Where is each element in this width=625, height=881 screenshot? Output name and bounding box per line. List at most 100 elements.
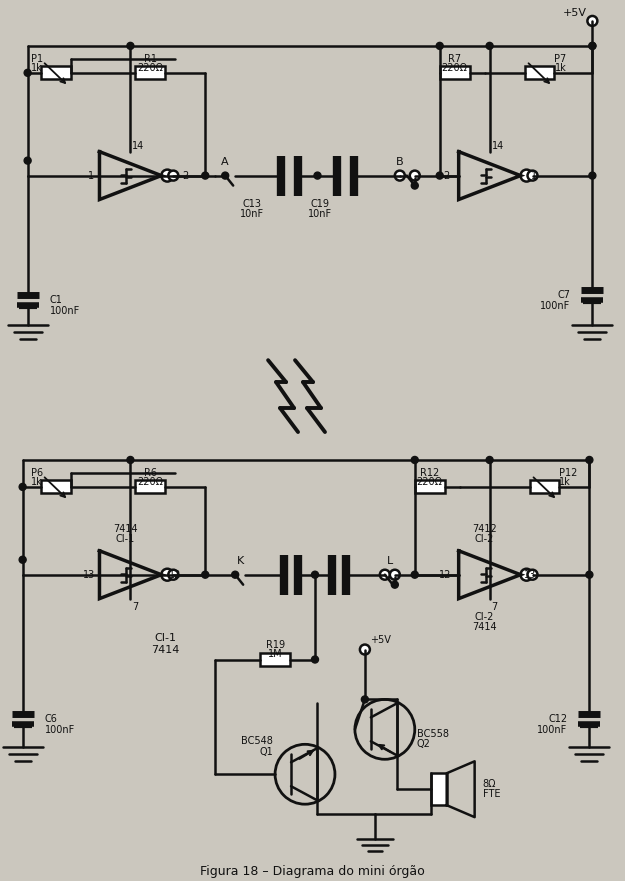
Text: C1: C1 xyxy=(49,295,62,306)
Text: 1k: 1k xyxy=(559,477,571,487)
Text: P12: P12 xyxy=(559,468,578,478)
Text: +5V: +5V xyxy=(562,8,586,18)
Circle shape xyxy=(528,171,538,181)
Circle shape xyxy=(436,42,443,49)
Text: 7: 7 xyxy=(491,602,498,611)
Circle shape xyxy=(232,571,239,578)
Text: 13: 13 xyxy=(524,570,537,580)
Text: 1: 1 xyxy=(88,171,94,181)
Circle shape xyxy=(168,570,178,580)
Circle shape xyxy=(161,170,173,181)
Circle shape xyxy=(222,172,229,179)
Text: 100nF: 100nF xyxy=(537,725,568,736)
Text: 1: 1 xyxy=(531,171,538,181)
Text: 1k: 1k xyxy=(554,63,566,73)
Text: R1: R1 xyxy=(144,54,157,63)
Text: CI-2: CI-2 xyxy=(475,611,494,622)
Text: 220Ω: 220Ω xyxy=(138,477,163,487)
Text: Figura 18 – Diagrama do mini órgão: Figura 18 – Diagrama do mini órgão xyxy=(199,864,424,877)
Text: 220Ω: 220Ω xyxy=(417,477,442,487)
Circle shape xyxy=(486,456,493,463)
Circle shape xyxy=(411,571,418,578)
Bar xyxy=(431,774,447,805)
Text: P1: P1 xyxy=(31,54,42,63)
Circle shape xyxy=(521,569,532,581)
Text: 10nF: 10nF xyxy=(240,209,264,218)
Text: 7414: 7414 xyxy=(113,524,138,534)
Text: 7414: 7414 xyxy=(472,622,497,632)
Text: 1M: 1M xyxy=(268,648,282,658)
Circle shape xyxy=(24,70,31,77)
Circle shape xyxy=(161,569,173,581)
Bar xyxy=(524,66,554,79)
Circle shape xyxy=(168,171,178,181)
Text: 1k: 1k xyxy=(31,477,42,487)
Circle shape xyxy=(360,645,370,655)
Text: 12: 12 xyxy=(169,570,181,580)
Circle shape xyxy=(361,696,368,703)
Circle shape xyxy=(311,571,319,578)
Text: 2: 2 xyxy=(444,171,450,181)
Circle shape xyxy=(521,170,532,181)
Text: Q2: Q2 xyxy=(417,739,431,750)
Text: 13: 13 xyxy=(83,570,96,580)
Circle shape xyxy=(127,42,134,49)
Text: R12: R12 xyxy=(420,468,439,478)
Circle shape xyxy=(586,571,593,578)
Text: P7: P7 xyxy=(554,54,567,63)
Text: 220Ω: 220Ω xyxy=(138,63,163,73)
Text: C6: C6 xyxy=(44,714,58,724)
Circle shape xyxy=(311,656,319,663)
Bar xyxy=(415,480,445,493)
Circle shape xyxy=(528,570,538,580)
Circle shape xyxy=(19,484,26,491)
Text: Q1: Q1 xyxy=(259,747,273,758)
Bar xyxy=(529,480,559,493)
Circle shape xyxy=(391,581,398,589)
Text: C12: C12 xyxy=(548,714,568,724)
Circle shape xyxy=(411,182,418,189)
Circle shape xyxy=(202,172,209,179)
Text: 1k: 1k xyxy=(31,63,42,73)
Text: BC558: BC558 xyxy=(417,729,449,739)
Circle shape xyxy=(202,571,209,578)
Text: C19: C19 xyxy=(311,198,329,209)
Text: 100nF: 100nF xyxy=(540,301,571,311)
Text: 220Ω: 220Ω xyxy=(442,63,468,73)
Text: 8Ω: 8Ω xyxy=(482,779,496,789)
Circle shape xyxy=(380,570,390,580)
Text: CI-2: CI-2 xyxy=(475,534,494,544)
Circle shape xyxy=(586,456,593,463)
Bar xyxy=(136,66,166,79)
Circle shape xyxy=(314,172,321,179)
Circle shape xyxy=(486,42,493,49)
Circle shape xyxy=(588,16,598,26)
Circle shape xyxy=(589,42,596,49)
Text: 14: 14 xyxy=(132,141,144,151)
Circle shape xyxy=(127,456,134,463)
Circle shape xyxy=(436,172,443,179)
Text: 12: 12 xyxy=(439,570,451,580)
Text: CI-1: CI-1 xyxy=(154,633,176,642)
Text: P6: P6 xyxy=(31,468,42,478)
Circle shape xyxy=(395,171,405,181)
Circle shape xyxy=(411,456,418,463)
Bar xyxy=(136,480,166,493)
Text: 7412: 7412 xyxy=(472,524,497,534)
Bar xyxy=(260,653,290,666)
Text: 2: 2 xyxy=(182,171,188,181)
Text: R7: R7 xyxy=(448,54,461,63)
Text: K: K xyxy=(236,556,244,566)
Bar xyxy=(41,480,71,493)
Text: 14: 14 xyxy=(491,141,504,151)
Circle shape xyxy=(410,171,420,181)
Text: 7414: 7414 xyxy=(151,645,179,655)
Text: C7: C7 xyxy=(558,291,571,300)
Text: 7: 7 xyxy=(132,602,139,611)
Text: A: A xyxy=(221,157,229,167)
Circle shape xyxy=(390,570,400,580)
Circle shape xyxy=(24,157,31,164)
Text: 100nF: 100nF xyxy=(49,307,80,316)
Circle shape xyxy=(589,172,596,179)
Text: B: B xyxy=(396,157,404,167)
